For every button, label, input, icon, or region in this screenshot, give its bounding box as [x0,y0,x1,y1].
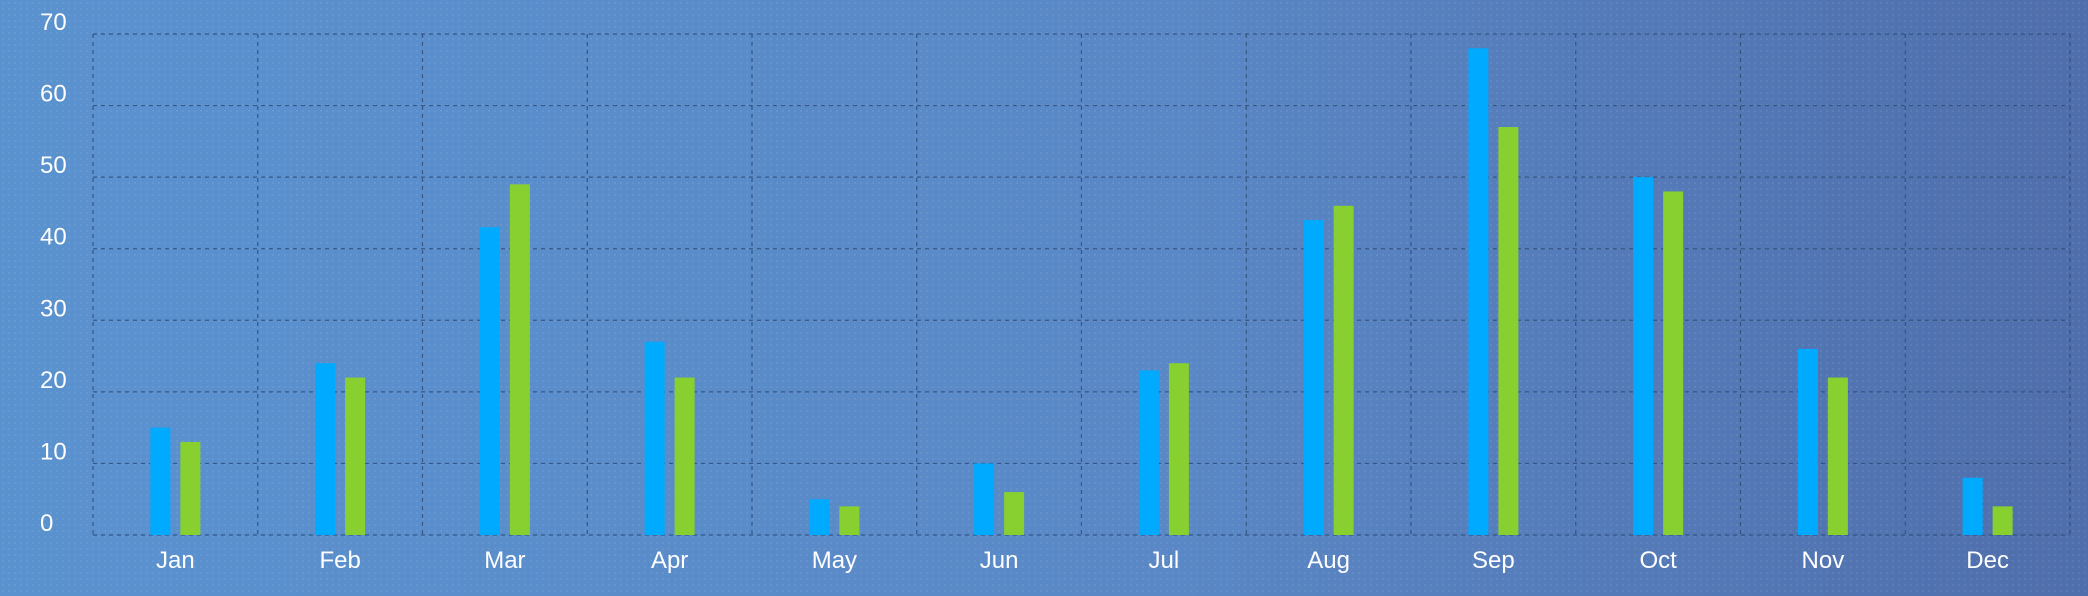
bar-series-2-nov [1827,377,1848,535]
x-tick-label: Dec [1966,547,2009,574]
bar-series-2-mar [509,184,530,536]
bar-series-2-sep [1498,127,1519,536]
bar-series-2-dec [1992,506,2013,535]
bar-series-1-mar [479,227,500,535]
bar-series-1-apr [644,341,665,535]
y-axis-tick-labels: 0 10 20 30 40 50 60 70 [40,9,67,537]
x-tick-label: May [812,547,857,574]
bar-series-2-oct [1663,191,1684,535]
grid [92,33,2071,536]
bar-series-1-may [809,499,830,535]
bar-series-1-feb [315,363,336,535]
bar-series-1-jul [1138,370,1159,535]
bar-series-2-jun [1004,492,1025,535]
bar-series-1-nov [1797,348,1818,535]
x-tick-label: Jan [156,547,195,574]
bar-series-1-jun [974,463,995,535]
x-tick-label: Apr [651,547,688,574]
bar-series-1-sep [1468,48,1489,536]
x-tick-label: Jul [1149,547,1180,574]
y-tick-label: 10 [40,438,67,465]
x-tick-label: Oct [1639,547,1677,574]
y-tick-label: 0 [40,510,53,537]
y-tick-label: 20 [40,367,67,394]
bar-series-2-feb [345,377,366,535]
bar-series-2-jan [180,441,201,535]
x-tick-label: Nov [1802,547,1845,574]
y-tick-label: 40 [40,224,67,251]
bar-series-1-dec [1962,477,1983,535]
bar-series-2-apr [674,377,695,535]
x-tick-label: Sep [1472,547,1515,574]
x-tick-label: Feb [319,547,360,574]
x-tick-label: Mar [484,547,525,574]
x-axis-tick-labels: Jan Feb Mar Apr May Jun Jul Aug Sep Oct Nov Dec [156,547,2009,574]
bar-series-1-aug [1303,220,1324,536]
bar-series-2-aug [1333,205,1354,535]
bar-series-1-oct [1633,177,1654,535]
bar-series-2-jul [1168,363,1189,535]
x-tick-label: Jun [980,547,1019,574]
y-tick-label: 60 [40,81,67,108]
bars [150,48,2013,536]
y-tick-label: 50 [40,152,67,179]
y-tick-label: 70 [40,9,67,36]
bar-series-1-jan [150,427,171,535]
y-tick-label: 30 [40,295,67,322]
x-tick-label: Aug [1307,547,1350,574]
bar-series-2-may [839,506,860,535]
